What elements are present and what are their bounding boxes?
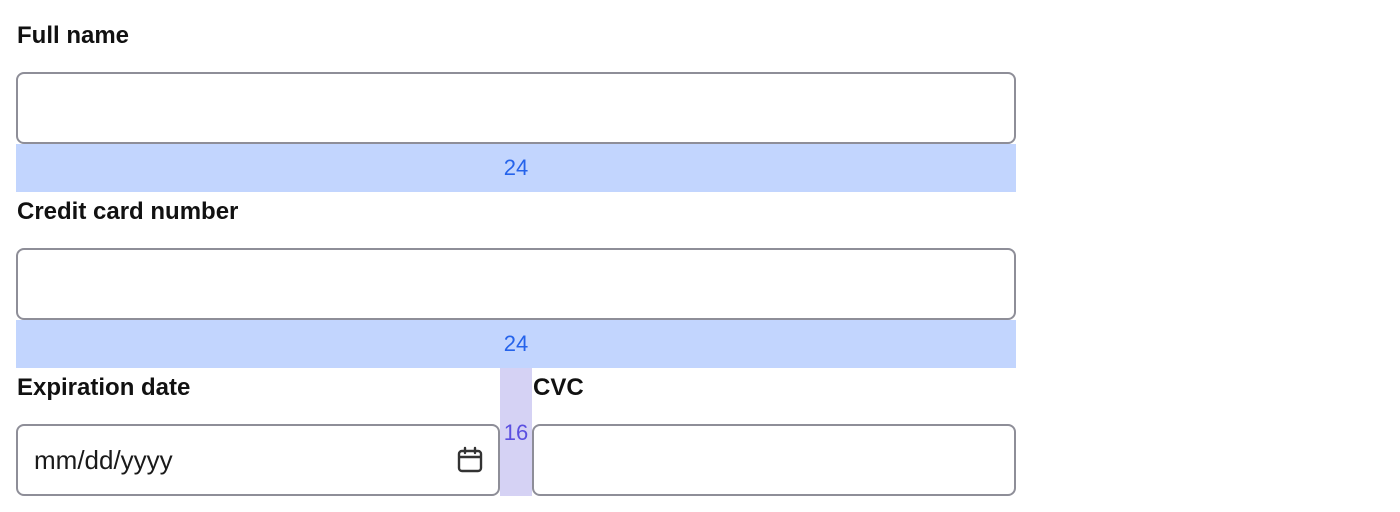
- expiration-placeholder: mm/dd/yyyy: [34, 445, 173, 475]
- spacing-indicator-card-number: 24: [16, 320, 1016, 368]
- column-gap-value: 16: [503, 420, 529, 445]
- card-number-label: Credit card number: [17, 198, 239, 225]
- full-name-label: Full name: [17, 22, 130, 49]
- cvc-label: CVC: [533, 374, 584, 401]
- cvc-input[interactable]: [532, 424, 1016, 496]
- expiration-date-input[interactable]: mm/dd/yyyy: [16, 424, 500, 496]
- column-gap-indicator: 16: [500, 368, 532, 496]
- spacing-indicator-full-name: 24: [16, 144, 1016, 192]
- expiration-label: Expiration date: [17, 374, 191, 401]
- calendar-icon[interactable]: [456, 446, 484, 474]
- full-name-input[interactable]: [16, 72, 1016, 144]
- card-number-input[interactable]: [16, 248, 1016, 320]
